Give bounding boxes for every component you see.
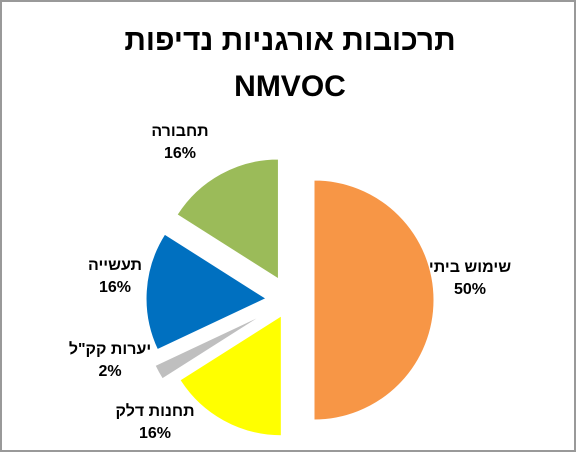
slice-label: יערות קק"ל: [69, 340, 151, 358]
pie-slice: [179, 314, 282, 437]
pie-slice: [154, 314, 264, 380]
value-label: 2%: [98, 363, 121, 380]
chart-title: NMVOC: [234, 70, 346, 103]
pie-slice: [176, 158, 279, 280]
slice-label: תחבורה: [151, 123, 208, 140]
slice-label: תעשייה: [88, 257, 142, 274]
value-label: 16%: [139, 425, 171, 442]
value-label: 16%: [99, 279, 131, 296]
value-label: 16%: [164, 145, 196, 162]
pie-slice: [145, 233, 268, 351]
chart-title: תרכובות אורגניות נדיפות: [124, 24, 455, 57]
slice-label: שימוש ביתי: [429, 259, 511, 276]
pie-slice: [313, 179, 435, 421]
slice-label: תחנות דלק: [115, 402, 194, 420]
value-label: 50%: [454, 281, 486, 298]
